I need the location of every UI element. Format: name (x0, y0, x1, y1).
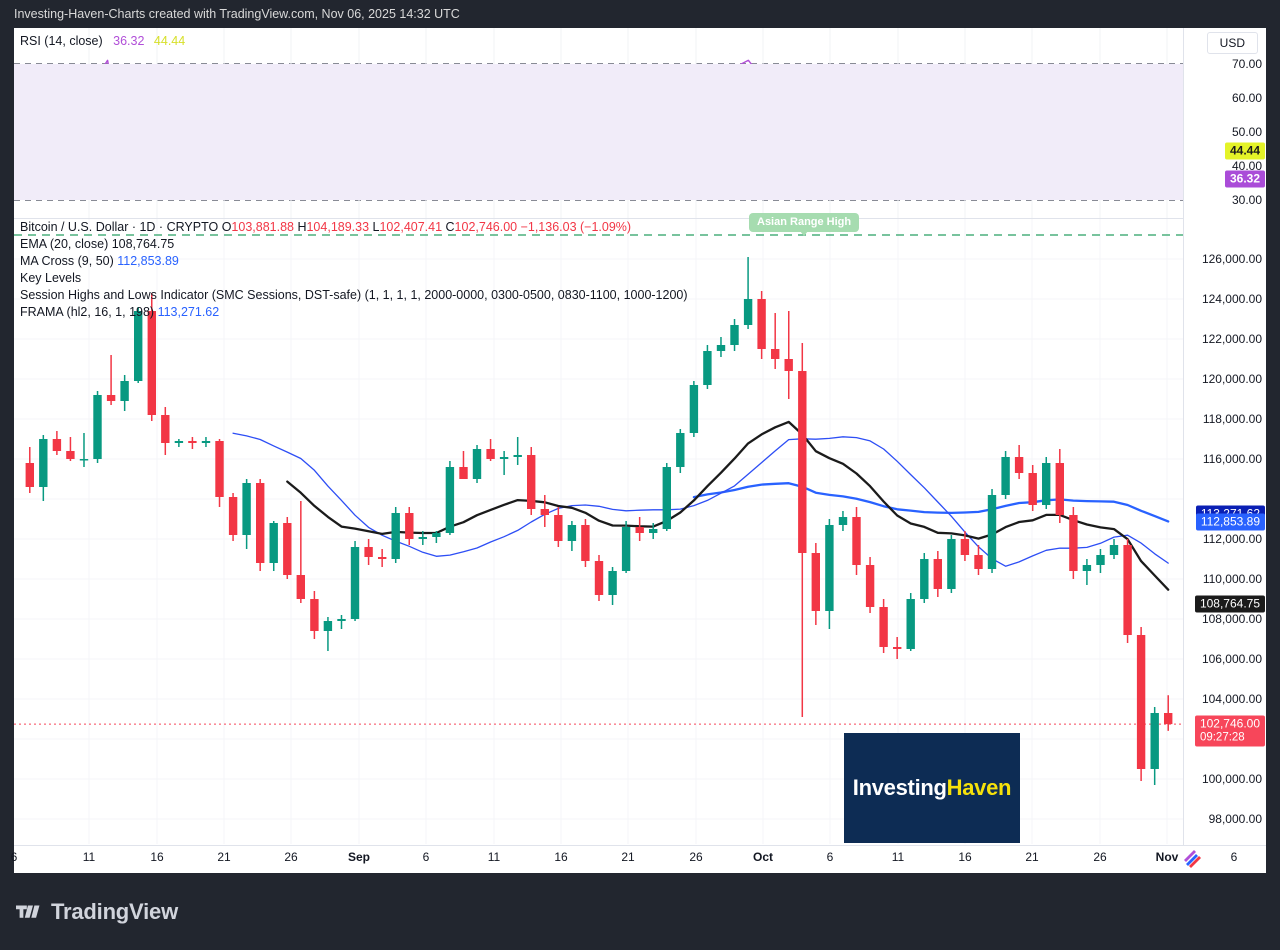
investinghaven-watermark: Investing Haven (844, 733, 1020, 843)
sessions-legend-seg-0: Session Highs and Lows Indicator (SMC Se… (20, 288, 688, 302)
rsi-band (14, 63, 1184, 201)
time-tick-6: 6 (826, 850, 834, 864)
price-scale-divider (1183, 28, 1184, 873)
symbol-title-seg-2: 103,881.88 (231, 220, 294, 234)
price-tick-10400000: 104,000.00 (1201, 692, 1262, 706)
time-tick-6: 6 (10, 850, 18, 864)
time-tick-21: 21 (621, 850, 635, 864)
ema-legend[interactable]: EMA (20, close) 108,764.75 (20, 236, 688, 253)
price-legend[interactable]: Bitcoin / U.S. Dollar · 1D · CRYPTO O103… (20, 219, 688, 321)
time-tick-16: 16 (958, 850, 972, 864)
price-pane[interactable]: Bitcoin / U.S. Dollar · 1D · CRYPTO O103… (14, 219, 1184, 844)
symbol-title-seg-3: H (293, 220, 307, 234)
rsi-legend-title: RSI (14, close) (20, 34, 103, 48)
frama-legend-seg-1: 113,271.62 (157, 305, 220, 319)
macross-legend[interactable]: MA Cross (9, 50) 112,853.89 (20, 253, 688, 270)
investinghaven-mini-logo-icon (1182, 846, 1206, 870)
price-tick-11000000: 110,000.00 (1202, 572, 1262, 586)
tradingview-brand-bar: TradingView (0, 873, 1280, 950)
frama-legend-seg-0: FRAMA (hl2, 16, 1, 198) (20, 305, 158, 319)
price-tick-11200000: 112,000.00 (1202, 532, 1262, 546)
pane-divider[interactable] (14, 218, 1266, 219)
macross-legend-seg-0: MA Cross (9, 50) (20, 254, 118, 268)
time-tick-6: 6 (422, 850, 430, 864)
price-scale[interactable]: USD 126,000.00 124,000.00 122,000.00 120,00… (1184, 28, 1266, 873)
watermark-text-investing: Investing (852, 775, 947, 800)
last-price-tag-countdown: 09:27:28 (1199, 731, 1245, 744)
time-tick-26: 26 (284, 850, 298, 864)
sessions-legend[interactable]: Session Highs and Lows Indicator (SMC Se… (20, 287, 688, 304)
candlestick-plot (14, 219, 1184, 844)
tradingview-logo-icon (16, 903, 42, 921)
symbol-title-seg-7: C (442, 220, 455, 234)
time-tick-oct: Oct (752, 850, 774, 864)
time-tick-sep: Sep (347, 850, 371, 864)
tradingview-brand-text: TradingView (51, 898, 178, 924)
price-tick-10000000: 100,000.00 (1201, 772, 1262, 786)
rsi-pane[interactable]: RSI (14, close) 36.32 44.44 (14, 28, 1184, 218)
asian-range-high-label[interactable]: Asian Range High (749, 213, 860, 236)
time-tick-16: 16 (150, 850, 164, 864)
time-tick-16: 16 (554, 850, 568, 864)
price-tick-10600000: 106,000.00 (1201, 652, 1262, 666)
symbol-title-seg-6: 102,407.41 (379, 220, 443, 234)
key-levels-legend-seg-0: Key Levels (20, 271, 82, 285)
rsi-tick-70-00: 70.00 (1231, 56, 1262, 71)
rsi-tick-30-00: 30.00 (1231, 193, 1262, 208)
time-axis[interactable]: 6 11 16 21 26 Sep 6 11 16 21 26 Oct 6 11 16 21 26 Nov 6 (10, 845, 1266, 873)
symbol-title-seg-8: 102,746.00 (454, 220, 518, 234)
rsi-value-tag[interactable]: 36.32 (1224, 170, 1265, 188)
rsi-ma-tag[interactable]: 44.44 (1224, 142, 1265, 160)
ema-legend-seg-0: EMA (20, close) (20, 237, 112, 251)
time-tick-26: 26 (689, 850, 703, 864)
time-tick-26: 26 (1093, 850, 1107, 864)
symbol-title-seg-0: Bitcoin / U.S. Dollar · 1D · CRYPTO (20, 220, 222, 234)
time-tick-11: 11 (487, 850, 501, 864)
watermark-text-haven: Haven (946, 775, 1012, 800)
time-tick-21: 21 (217, 850, 231, 864)
price-tick-10800000: 108,000.00 (1201, 612, 1262, 626)
last-price-tag[interactable]: 102,746.00 09:27:28 (1194, 715, 1265, 747)
chart-area[interactable]: RSI (14, close) 36.32 44.44 Bitcoin / U.… (10, 28, 1266, 873)
ema-legend-seg-1: 108,764.75 (111, 237, 175, 251)
price-tick-12200000: 122,000.00 (1201, 332, 1262, 346)
time-axis-top-border (14, 845, 1266, 846)
price-tick-12400000: 124,000.00 (1201, 292, 1262, 306)
time-tick-21: 21 (1025, 850, 1039, 864)
rsi-tick-60-00: 60.00 (1231, 90, 1262, 105)
time-tick-6: 6 (1230, 850, 1238, 864)
rsi-tick-40-00: 40.00 (1231, 159, 1262, 174)
macross-legend-seg-1: 112,853.89 (117, 254, 179, 268)
currency-chip[interactable]: USD (1206, 32, 1258, 54)
macross-value-tag[interactable]: 112,853.89 (1195, 513, 1265, 531)
price-tick-12600000: 126,000.00 (1201, 252, 1262, 266)
price-tick-9800000: 98,000.00 (1208, 812, 1262, 826)
rsi-tick-50-00: 50.00 (1231, 125, 1262, 139)
last-price-tag-value: 102,746.00 (1199, 716, 1260, 731)
time-tick-nov: Nov (1155, 850, 1179, 864)
symbol-title-seg-1: O (221, 220, 232, 234)
time-tick-11: 11 (82, 850, 96, 864)
frama-legend[interactable]: FRAMA (hl2, 16, 1, 198) 113,271.62 (20, 304, 688, 321)
rsi-legend[interactable]: RSI (14, close) 36.32 44.44 (20, 34, 185, 48)
ema-value-tag[interactable]: 108,764.75 (1194, 595, 1265, 613)
price-tick-11600000: 116,000.00 (1202, 452, 1262, 466)
symbol-title-seg-9: −1,136.03 (−1.09%) (517, 220, 632, 234)
price-tick-12000000: 120,000.00 (1201, 372, 1262, 386)
price-tick-11800000: 118,000.00 (1202, 412, 1262, 426)
rsi-legend-value: 36.32 (113, 34, 145, 48)
rsi-legend-ma-value: 44.44 (153, 34, 186, 48)
time-tick-11: 11 (891, 850, 905, 864)
symbol-title-seg-4: 104,189.33 (306, 220, 370, 234)
key-levels-legend[interactable]: Key Levels (20, 270, 688, 287)
symbol-title[interactable]: Bitcoin / U.S. Dollar · 1D · CRYPTO O103… (20, 219, 688, 236)
symbol-title-seg-5: L (369, 220, 380, 234)
caption-bar: Investing-Haven-Charts created with Trad… (0, 0, 1280, 28)
